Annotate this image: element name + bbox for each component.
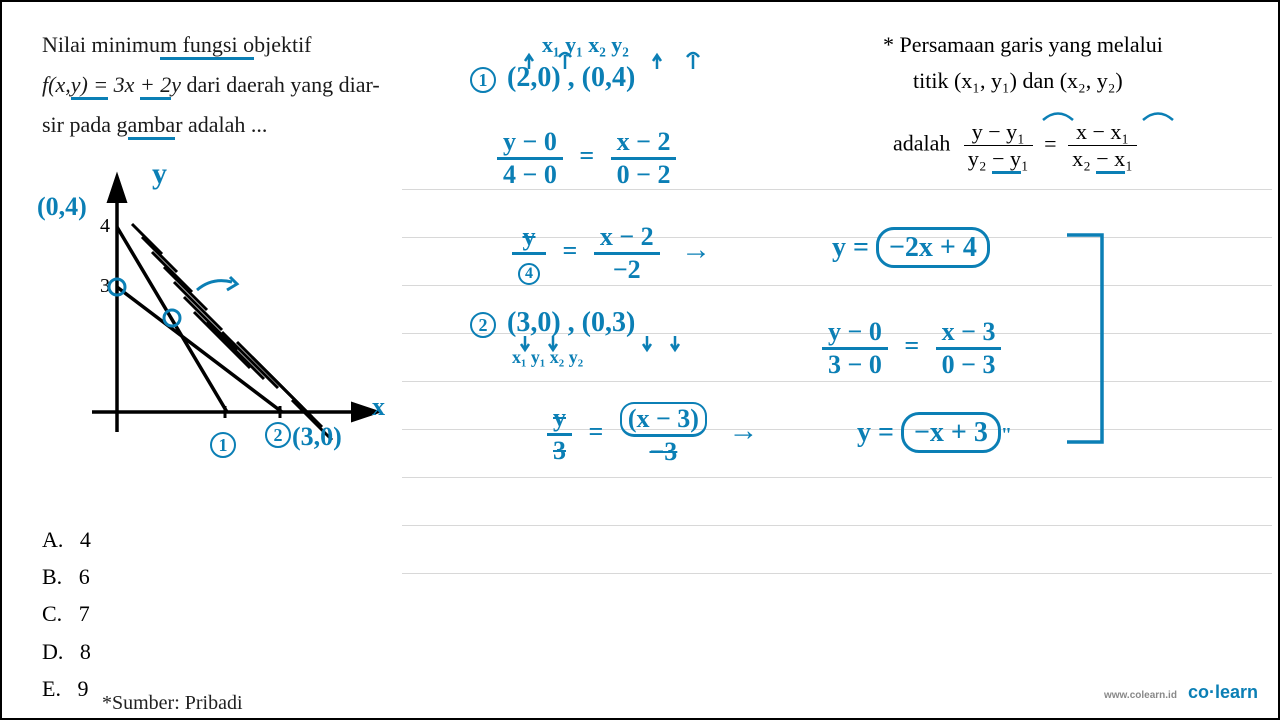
logo-brand: co·learn [1188,682,1258,702]
hand-circles-graph [32,162,402,472]
hand-circ1: 1 [470,67,496,93]
hand-result2: y = −x + 3" [857,417,1012,449]
arc-annotations [1033,102,1233,132]
problem-line2: f(x,y) = 3x + 2y dari daerah yang diar- [42,72,380,98]
hand-eq4: y3 = (x − 3)−3 → [547,402,773,467]
note-adalah: adalah [893,131,950,156]
problem-line1: Nilai minimum fungsi objektif [42,32,312,58]
hand-result1: y = −2x + 4 [832,232,990,264]
bracket-annotation [1062,227,1122,457]
note-title: * Persamaan garis yang melalui [883,32,1263,58]
ruled-background [402,142,1272,642]
answer-options: A. 4 B. 6 C. 7 D. 8 E. 9 [42,522,91,708]
formula-note: * Persamaan garis yang melalui titik (x₁… [883,32,1263,172]
brand-logo: www.colearn.id co·learn [1104,682,1258,703]
hand-eq2: y4 = x − 2−2 → [512,222,726,285]
note-line2: titik (x₁, y₁) dan (x₂, y₂) [883,68,1263,94]
option-a: A. 4 [42,522,91,557]
hand-circ2b: 2 [470,312,496,338]
option-b: B. 6 [42,559,91,594]
problem-line3: sir pada gambar adalah ... [42,112,267,138]
hand-arrows-2 [507,334,757,359]
option-e: E. 9 [42,671,91,706]
option-d: D. 8 [42,634,91,669]
hand-eq3: y − 03 − 0 = x − 30 − 3 [822,317,1001,380]
source-text: *Sumber: Pribadi [102,692,243,715]
hand-arrows-1 [507,47,757,77]
problem-line2-post: dari daerah yang diar- [187,72,380,97]
option-c: C. 7 [42,596,91,631]
logo-url: www.colearn.id [1104,690,1177,701]
hand-eq1: y − 04 − 0 = x − 20 − 2 [497,127,676,190]
